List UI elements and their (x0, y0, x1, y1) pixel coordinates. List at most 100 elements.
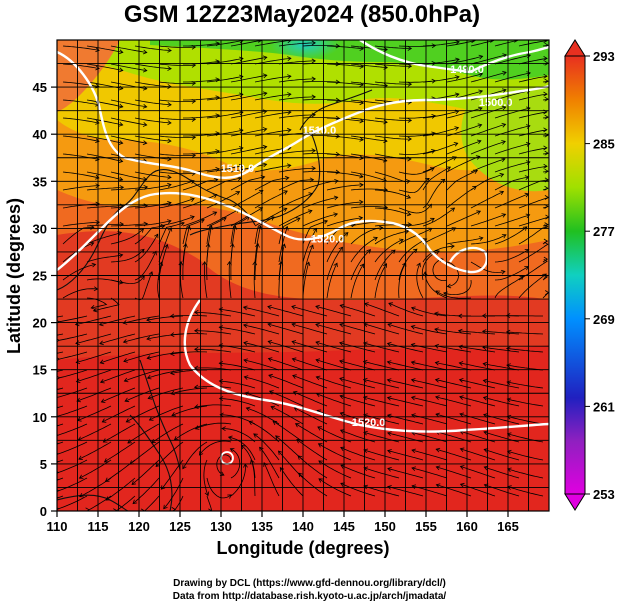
streamline-arrowhead (315, 304, 320, 310)
streamline-arrowhead (482, 361, 488, 367)
streamline (183, 78, 220, 83)
streamline-arrowhead (291, 322, 296, 328)
streamline-arrowhead (505, 313, 511, 319)
streamline (134, 63, 172, 70)
streamline-arrowhead (118, 253, 124, 258)
streamline (253, 433, 280, 461)
streamline-arrowhead (434, 327, 439, 333)
streamline-arrowhead (57, 478, 59, 481)
streamline (340, 482, 376, 497)
streamline (206, 129, 243, 137)
streamline (86, 232, 122, 245)
streamline-arrowhead (262, 162, 268, 168)
streamline (411, 307, 448, 317)
streamline (230, 110, 267, 119)
streamline (482, 330, 520, 335)
streamline (363, 396, 400, 407)
streamline (129, 441, 160, 465)
streamline (446, 170, 478, 191)
streamline-arrowhead (542, 273, 547, 278)
streamline (494, 249, 529, 263)
streamline-arrowhead (283, 190, 288, 195)
streamline (132, 477, 160, 504)
streamline (518, 75, 548, 83)
streamline (363, 323, 400, 335)
streamline (78, 423, 112, 441)
streamline (206, 111, 243, 119)
streamline-arrowhead (170, 370, 175, 376)
streamline (374, 230, 409, 245)
streamline (182, 219, 205, 245)
streamline (222, 428, 256, 443)
streamline (446, 55, 483, 65)
streamline (315, 359, 352, 371)
streamline (326, 263, 338, 299)
streamline-arrowhead (544, 168, 549, 174)
contour-label: 1520.0 (352, 417, 386, 429)
streamline-arrowhead (92, 307, 98, 313)
streamline (230, 448, 241, 479)
streamline-arrowhead (339, 359, 344, 364)
streamline (446, 107, 483, 119)
streamline-arrowhead (95, 220, 100, 225)
streamline-arrowhead (506, 397, 512, 403)
streamline (374, 249, 396, 281)
streamline-arrowhead (411, 448, 416, 454)
streamline-arrowhead (275, 435, 280, 440)
streamline (254, 111, 291, 119)
streamline-arrowhead (182, 464, 187, 470)
streamline (459, 396, 496, 407)
streamline (134, 225, 165, 245)
streamline-arrowhead (544, 241, 549, 247)
streamline-arrowhead (459, 465, 465, 470)
streamline-arrowhead (386, 378, 392, 383)
streamline (57, 369, 64, 372)
streamline-arrowhead (287, 56, 292, 62)
colorbar-bottom-arrow (564, 493, 586, 511)
streamline (422, 227, 456, 245)
streamline (507, 450, 544, 461)
streamline (206, 191, 240, 209)
streamline (507, 468, 544, 479)
streamline-arrowhead (543, 258, 548, 264)
streamline-arrowhead (239, 110, 244, 116)
streamline-arrowhead (248, 420, 254, 426)
streamline-arrowhead (142, 122, 148, 127)
streamline (494, 143, 530, 155)
streamline-arrowhead (252, 260, 258, 266)
streamline (507, 433, 544, 443)
streamline (350, 45, 388, 51)
streamline (302, 244, 314, 281)
streamline (446, 237, 483, 245)
streamline-arrowhead (57, 496, 59, 499)
streamline-arrowhead (407, 63, 413, 69)
streamline (291, 306, 328, 317)
streamline (206, 165, 243, 173)
streamline (411, 467, 448, 479)
streamline (326, 232, 349, 263)
x-axis: 110 115 120 125 130 135 140 145 150 155 160 165 (47, 511, 519, 534)
streamline-arrowhead (430, 149, 436, 154)
streamline-arrowhead (146, 336, 151, 341)
streamline (62, 153, 100, 160)
streamline-arrowhead (459, 412, 464, 418)
streamline-arrowhead (167, 120, 172, 126)
streamline (292, 358, 328, 371)
streamline-arrowhead (222, 217, 227, 222)
streamline (206, 177, 242, 191)
streamline (123, 333, 160, 343)
streamline-arrowhead (363, 448, 368, 454)
streamline-arrowhead (212, 193, 218, 199)
streamline-arrowhead (340, 446, 345, 452)
streamline-arrowhead (502, 70, 507, 76)
streamline-arrowhead (292, 374, 297, 379)
streamline-arrowhead (544, 150, 549, 156)
streamline-arrowhead (501, 213, 507, 218)
streamline-arrowhead (57, 338, 60, 343)
streamline-arrowhead (387, 431, 392, 436)
streamline (134, 45, 172, 51)
streamline (350, 117, 388, 123)
streamline-arrowhead (243, 323, 248, 328)
streamline-arrowhead (148, 416, 154, 421)
streamline-arrowhead (105, 496, 111, 501)
